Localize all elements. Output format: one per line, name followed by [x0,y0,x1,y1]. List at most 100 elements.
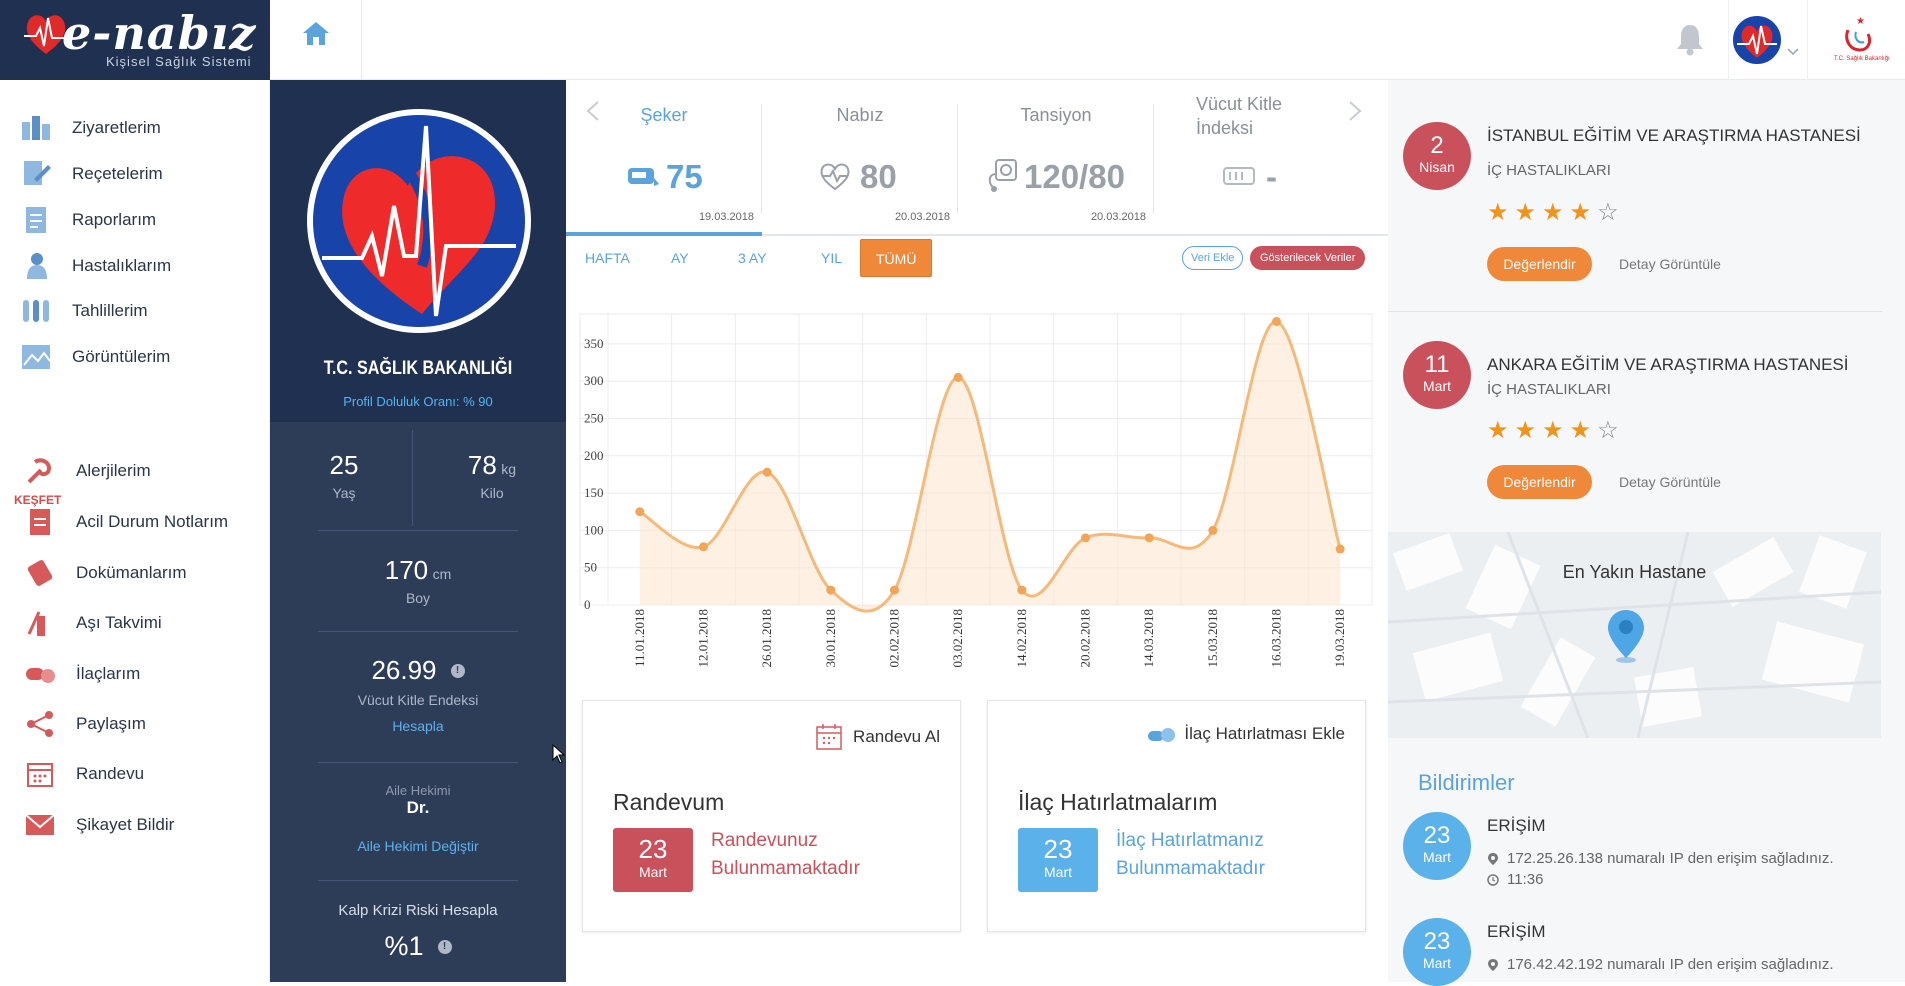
date-month: Mart [639,864,667,880]
images-icon [18,341,54,373]
data-point [1335,544,1345,554]
sidebar-item-images[interactable]: Görüntülerim [18,339,170,375]
detail-link[interactable]: Detay Görüntüle [1619,474,1721,490]
reports-icon [18,204,54,236]
chart-svg: 0 50 100 150 200 250 300 350 11.01.2018 12.01.201… [579,313,1373,668]
info-icon[interactable]: ! [437,939,452,954]
sidebar-item-appointment[interactable]: Randevu [22,756,144,792]
date-month: Mart [1044,864,1072,880]
x-tick-label: 16.03.2018 [1269,609,1284,668]
bmi-value: 26.99 [371,655,437,685]
date-day: 23 [1423,928,1451,955]
sidebar-item-reports[interactable]: Raporlarım [18,202,156,238]
metric-title: Vücut Kitle İndeksi [1196,94,1283,138]
sidebar-item-complaint[interactable]: Şikayet Bildir [22,807,174,843]
metric-value: - [1266,158,1277,195]
notification-date: 23 Mart [1403,812,1471,880]
notifications-title: Bildirimler [1418,770,1515,795]
profile-avatar[interactable] [304,106,534,336]
ministry-logo[interactable]: ★ T.C. Sağlık Bakanlığı [1830,12,1890,73]
data-point [890,585,899,595]
home-button[interactable] [270,0,362,80]
risk-label[interactable]: Kalp Krizi Riski Hesapla [338,902,498,919]
department: İÇ HASTALIKLARI [1487,162,1611,179]
avatar [1731,14,1783,66]
sidebar-item-label: Randevu [76,764,145,783]
reminder-message: İlaç Hatırlatmanız Bulunmamaktadır [1116,827,1265,883]
sidebar-item-vaccine[interactable]: Aşı Takvimi [22,605,162,641]
add-reminder-button[interactable]: İlaç Hatırlatması Ekle [1146,723,1345,745]
series-area [639,321,1341,612]
metric-title: Tansiyon [1020,105,1092,125]
data-point [1017,585,1027,595]
filter-month[interactable]: AY [671,250,689,266]
bmi-stat: 26.99 ! Vücut Kitle Endeksi Hesapla [270,655,566,734]
info-icon[interactable]: ! [450,663,465,678]
notification-time: 11:36 [1487,871,1543,888]
sidebar-item-share[interactable]: Paylaşım [22,706,146,742]
sidebar-item-prescriptions[interactable]: Reçetelerim [18,156,163,192]
sidebar-item-label: Dokümanlarım [76,563,187,582]
sidebar-item-tests[interactable]: Tahlillerim [18,293,148,329]
add-reminder-label: İlaç Hatırlatması Ekle [1184,724,1345,743]
age-value: 25 [329,450,359,480]
rate-button[interactable]: Değerlendir [1487,465,1592,499]
notification-title: ERİŞİM [1487,816,1546,835]
notification-item: 23 Mart ERİŞİM 176.42.42.192 numaralı IP… [1388,916,1883,986]
tab-blood-pressure[interactable]: Tansiyon 120/80 20.03.2018 [958,80,1154,234]
filter-week[interactable]: HAFTA [585,250,630,266]
y-tick-label: 50 [584,560,597,575]
book-appointment-button[interactable]: Randevu Al [815,723,940,751]
notification-text: 172.25.26.138 numaralı IP den erişim sağ… [1487,850,1834,867]
chevron-right-icon[interactable] [1344,100,1366,122]
x-tick-label: 19.03.2018 [1332,609,1347,668]
reminder-title: İlaç Hatırlatmalarım [1018,789,1218,815]
filter-3-months[interactable]: 3 AY [738,250,767,266]
hospital-name: İSTANBUL EĞİTİM VE ARAŞTIRMA HASTANESİ [1487,126,1861,145]
chevron-down-icon [1787,48,1799,56]
active-tab-indicator [566,232,762,236]
age-stat: 25 Yaş [270,450,418,501]
divider [318,762,518,763]
filter-all[interactable]: TÜMÜ [860,239,933,277]
profile-completion[interactable]: Profil Doluluk Oranı: % 90 [343,394,493,409]
user-menu[interactable] [1728,0,1808,80]
bmi-calculate-link[interactable]: Hesapla [392,718,444,734]
sidebar-item-documents[interactable]: Dokümanlarım [22,555,187,591]
nearest-hospital-map[interactable]: En Yakın Hastane [1388,532,1881,738]
tab-bmi[interactable]: Vücut Kitle İndeksi - [1154,80,1350,234]
pills-icon [1148,728,1176,742]
sidebar-item-allergies[interactable]: Alerjilerim [22,453,151,489]
age-label: Yaş [332,485,356,501]
metric-value: 80 [860,158,897,195]
sidebar-item-visits[interactable]: Ziyaretlerim [18,110,161,146]
rate-button[interactable]: Değerlendir [1487,247,1592,281]
logo[interactable]: e-nabız Kişisel Sağlık Sistemi [0,0,270,80]
change-doctor-link[interactable]: Aile Hekimi Değiştir [357,838,479,854]
sidebar-item-label: Aşı Takvimi [76,613,162,632]
metric-date: 20.03.2018 [1090,211,1146,223]
tab-pulse[interactable]: Nabız 80 20.03.2018 [762,80,958,234]
height-value: 170 [384,555,429,585]
visits-icon [18,112,54,144]
weight-stat: 78 kg Kilo [418,450,566,501]
shown-data-button[interactable]: Gösterilecek Veriler [1250,246,1366,270]
map-pin-icon[interactable] [1604,608,1648,664]
top-bar: e-nabız Kişisel Sağlık Sistemi ★ T.C. Sa… [0,0,1905,80]
sidebar-item-diseases[interactable]: Hastalıklarım [18,248,171,284]
x-tick-label: 15.03.2018 [1205,609,1220,668]
detail-link[interactable]: Detay Görüntüle [1619,256,1721,272]
reminder-card: İlaç Hatırlatması Ekle İlaç Hatırlatmala… [987,700,1366,932]
divider [318,880,518,881]
logo-subtitle: Kişisel Sağlık Sistemi [106,54,252,69]
sidebar-item-emergency-notes[interactable]: Acil Durum Notlarım [22,504,228,540]
bell-icon[interactable] [1675,22,1705,56]
x-tick-label: 12.01.2018 [696,609,711,668]
sidebar-item-pills[interactable]: İlaçlarım [22,656,140,692]
add-data-button[interactable]: Veri Ekle [1182,246,1244,270]
filter-year[interactable]: YIL [821,250,843,266]
tab-sugar[interactable]: Şeker 75 19.03.2018 [566,80,762,236]
right-panel: 2 Nisan İSTANBUL EĞİTİM VE ARAŞTIRMA HAS… [1388,80,1905,986]
chevron-left-icon[interactable] [582,100,604,122]
data-point [1081,533,1090,543]
